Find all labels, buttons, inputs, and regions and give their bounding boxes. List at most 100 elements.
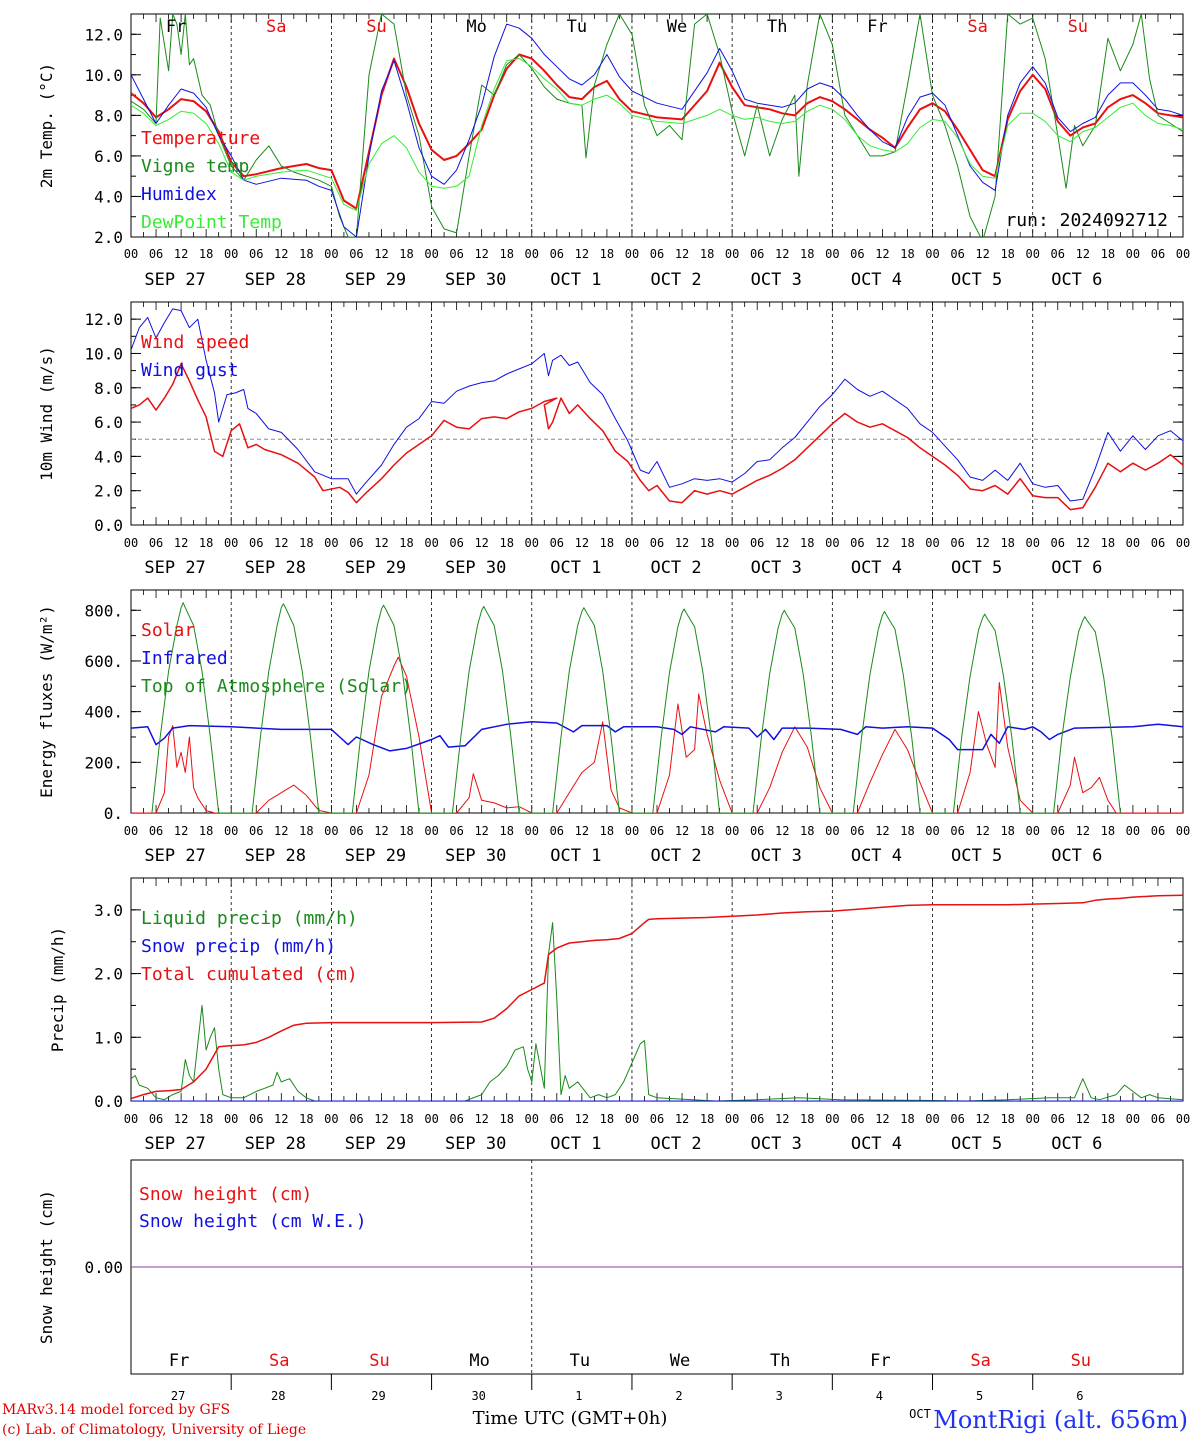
panel-4: 00 06 12 18 00 06 12 18 00 06 12 18 00 06 12 18 00 06 12 18… <box>48 877 1190 1154</box>
date-label: OCT 3 <box>751 1134 802 1154</box>
date-label: SEP 30 <box>445 846 506 866</box>
hour-tick-label: 18 <box>1101 824 1115 838</box>
y-tick-label: 10.0 <box>84 344 123 363</box>
hour-tick-label: 06 <box>449 1112 463 1126</box>
hour-tick-label: 00 <box>124 247 138 261</box>
hour-tick-label: 00 <box>825 1112 839 1126</box>
y-tick-label: 400. <box>84 703 123 722</box>
y-tick-label: 2.0 <box>94 482 123 501</box>
hour-tick-label: 12 <box>875 247 889 261</box>
legend-entry: Snow height (cm) <box>139 1184 312 1205</box>
hour-tick-label: 00 <box>625 824 639 838</box>
day-name: Mo <box>466 17 486 37</box>
hour-tick-label: 12 <box>775 247 789 261</box>
series-line-dewpoint-temp <box>131 58 1183 212</box>
hour-tick-label: 12 <box>575 1112 589 1126</box>
date-label: OCT 5 <box>951 846 1002 866</box>
day-name: We <box>670 1351 690 1371</box>
day-name: Fr <box>870 1351 890 1371</box>
date-label: SEP 28 <box>245 270 306 290</box>
panel-1: 00 06 12 18 00 06 12 18 00 06 12 18 00 06 12 18 00 06 12 18… <box>37 13 1190 290</box>
hour-tick-label: 00 <box>124 824 138 838</box>
y-tick-label: 2.0 <box>94 965 123 984</box>
day-name: Su <box>1071 1351 1091 1371</box>
series-line-solar <box>131 656 1183 813</box>
day-name: Su <box>369 1351 389 1371</box>
hour-tick-label: 12 <box>1076 536 1090 550</box>
hour-tick-label: 00 <box>224 1112 238 1126</box>
hour-tick-label: 06 <box>349 247 363 261</box>
day-name: Th <box>767 17 787 37</box>
hour-tick-label: 06 <box>950 824 964 838</box>
date-label: SEP 28 <box>245 846 306 866</box>
hour-tick-label: 18 <box>299 824 313 838</box>
date-label: SEP 27 <box>144 558 205 578</box>
day-name: Th <box>770 1351 790 1371</box>
day-number: 5 <box>976 1389 983 1403</box>
hour-tick-label: 00 <box>1025 1112 1039 1126</box>
legend-entry: Top of Atmosphere (Solar) <box>141 676 412 697</box>
hour-tick-label: 00 <box>925 536 939 550</box>
day-name: Fr <box>166 17 186 37</box>
hour-tick-label: 12 <box>575 536 589 550</box>
y-tick-label: 8.0 <box>94 379 123 398</box>
hour-tick-label: 12 <box>975 536 989 550</box>
hour-tick-label: 06 <box>149 536 163 550</box>
legend-entry: Vigne temp <box>141 156 249 177</box>
date-label: OCT 1 <box>550 270 601 290</box>
hour-tick-label: 12 <box>675 1112 689 1126</box>
hour-tick-label: 06 <box>249 536 263 550</box>
hour-tick-label: 12 <box>374 536 388 550</box>
date-label: SEP 29 <box>345 558 406 578</box>
y-tick-label: 1.0 <box>94 1028 123 1047</box>
series-line-humidex <box>131 23 1183 237</box>
date-label: OCT 4 <box>851 558 902 578</box>
hour-tick-label: 06 <box>249 1112 263 1126</box>
hour-tick-label: 12 <box>274 247 288 261</box>
hour-tick-label: 06 <box>650 247 664 261</box>
y-tick-label: 3.0 <box>94 901 123 920</box>
date-label: OCT 5 <box>951 1134 1002 1154</box>
series-line-temperature <box>131 53 1183 210</box>
hour-tick-label: 06 <box>1051 536 1065 550</box>
legend-entry: Wind speed <box>141 332 249 353</box>
hour-tick-label: 06 <box>349 824 363 838</box>
legend-entry: Total cumulated (cm) <box>141 964 358 985</box>
hour-tick-label: 00 <box>1126 1112 1140 1126</box>
panel-5: 0.00 Snow height (cm) Snow height (cm) Snow… <box>37 1159 1184 1390</box>
hour-tick-label: 06 <box>850 1112 864 1126</box>
hour-tick-label: 12 <box>775 824 789 838</box>
day-name: We <box>667 17 687 37</box>
y-tick-label: 12.0 <box>84 25 123 44</box>
day-name: Sa <box>266 17 286 37</box>
hour-tick-label: 18 <box>199 824 213 838</box>
hour-tick-label: 00 <box>424 536 438 550</box>
hour-tick-label: 06 <box>149 1112 163 1126</box>
hour-tick-label: 18 <box>499 824 513 838</box>
hour-tick-label: 18 <box>800 247 814 261</box>
hour-tick-label: 06 <box>850 247 864 261</box>
hour-tick-label: 06 <box>750 247 764 261</box>
hour-tick-label: 12 <box>575 824 589 838</box>
hour-tick-label: 18 <box>199 247 213 261</box>
hour-tick-label: 06 <box>1151 536 1165 550</box>
date-label: OCT 2 <box>650 1134 701 1154</box>
hour-tick-label: 06 <box>950 536 964 550</box>
hour-tick-label: 12 <box>875 824 889 838</box>
legend-entry: Temperature <box>141 128 260 149</box>
hour-tick-label: 00 <box>1176 247 1190 261</box>
hour-tick-label: 06 <box>950 1112 964 1126</box>
hour-tick-label: 00 <box>1126 536 1140 550</box>
hour-tick-label: 00 <box>925 247 939 261</box>
date-label: SEP 28 <box>245 1134 306 1154</box>
hour-tick-label: 00 <box>324 247 338 261</box>
hour-tick-label: 12 <box>274 824 288 838</box>
hour-tick-label: 00 <box>1176 824 1190 838</box>
hour-tick-label: 00 <box>825 247 839 261</box>
series-line-wind-gust <box>131 308 1183 502</box>
hour-tick-label: 06 <box>249 247 263 261</box>
date-label: SEP 30 <box>445 558 506 578</box>
hour-tick-label: 06 <box>349 536 363 550</box>
hour-tick-label: 12 <box>474 247 488 261</box>
